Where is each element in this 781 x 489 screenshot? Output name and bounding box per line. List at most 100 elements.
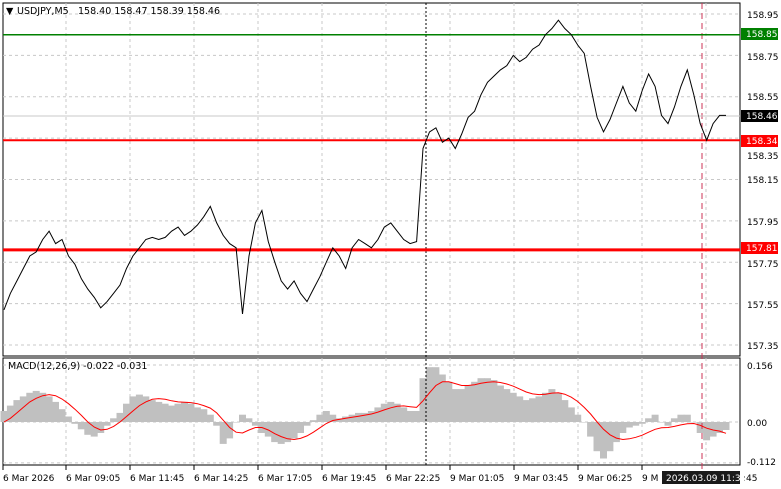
macd-histogram-bar: [374, 407, 382, 422]
macd-histogram-bar: [587, 422, 595, 437]
level-tag-label: 158.34: [746, 137, 778, 147]
macd-histogram-bar: [90, 422, 98, 437]
current-price-label: 158.46: [746, 112, 778, 122]
macd-histogram-bar: [13, 400, 21, 422]
macd-histogram-bar: [677, 414, 685, 422]
macd-histogram-bar: [206, 414, 214, 422]
price-tick-label: 158.15: [747, 176, 779, 186]
macd-histogram-bar: [103, 422, 111, 426]
time-tick-label: 6 Mar 11:45: [130, 474, 184, 484]
macd-histogram-bar: [52, 401, 59, 422]
macd-histogram-bar: [361, 412, 369, 422]
time-tick-label: 6 Mar 22:25: [386, 474, 440, 484]
price-tick-label: 157.95: [747, 218, 779, 228]
macd-histogram-bar: [477, 378, 485, 422]
macd-histogram-bar: [116, 412, 124, 422]
macd-histogram-bar: [19, 396, 27, 422]
time-axis[interactable]: 6 Mar 2026 6 Mar 09:05 6 Mar 11:45 6 Mar…: [3, 471, 757, 484]
time-tick-label: 6 Mar 19:45: [322, 474, 376, 484]
macd-histogram-bar: [612, 422, 620, 443]
ohlc-values: 158.40 158.47 158.39 158.46: [78, 6, 220, 17]
macd-histogram-bar: [593, 422, 601, 452]
time-tick-label: 9 Mar 06:25: [578, 474, 632, 484]
macd-histogram-bar: [580, 422, 588, 423]
symbol-label: USDJPY,M5: [17, 6, 69, 17]
macd-histogram-bar: [284, 422, 292, 443]
macd-histogram-bar: [503, 389, 511, 422]
macd-signal-line: [3, 381, 727, 441]
macd-histogram: [0, 367, 730, 459]
macd-histogram-bar: [567, 407, 575, 422]
level-tag-158-34: 158.34: [741, 135, 778, 147]
macd-histogram-bar: [438, 374, 446, 422]
macd-histogram-bar: [554, 392, 562, 422]
time-tick-label: 9 Mar 01:05: [450, 474, 504, 484]
macd-histogram-bar: [193, 407, 201, 422]
price-series-line: [3, 19, 726, 315]
macd-header-label: MACD(12,26,9) -0.022 -0.031: [8, 361, 147, 372]
macd-histogram-bar: [342, 416, 350, 422]
level-tag-label: 158.85: [746, 30, 778, 40]
menu-arrow-icon[interactable]: ▼: [6, 6, 14, 17]
macd-histogram-bar: [329, 414, 337, 422]
macd-histogram-bar: [213, 422, 221, 426]
cursor-time-label: 2026.03.09 11:30: [666, 474, 747, 484]
price-tick-label: 158.55: [747, 93, 779, 103]
macd-histogram-bar: [232, 422, 240, 423]
macd-histogram-bar: [625, 422, 633, 428]
macd-histogram-bar: [561, 400, 569, 422]
macd-histogram-bar: [200, 409, 208, 422]
macd-histogram-bar: [168, 405, 176, 422]
macd-axis[interactable]: 0.156 0.00 -0.112: [747, 362, 776, 468]
price-tick-label: 157.75: [747, 260, 779, 270]
macd-histogram-bar: [135, 394, 143, 422]
macd-histogram-bar: [219, 422, 227, 444]
macd-histogram-bar: [703, 422, 711, 441]
macd-histogram-bar: [484, 378, 491, 422]
macd-histogram-bar: [393, 403, 401, 422]
macd-histogram-bar: [161, 403, 169, 422]
macd-histogram-bar: [651, 414, 659, 422]
macd-histogram-bar: [39, 392, 47, 422]
level-tag-157-81: 157.81: [741, 242, 778, 254]
macd-histogram-bar: [380, 403, 388, 422]
macd-histogram-bar: [335, 418, 343, 422]
macd-histogram-bar: [425, 367, 433, 422]
macd-histogram-bar: [226, 422, 234, 439]
time-tick-label: 6 Mar 2026: [3, 474, 55, 484]
time-tick-label: 9 Mar 03:45: [514, 474, 568, 484]
macd-histogram-bar: [413, 411, 420, 422]
macd-histogram-bar: [322, 411, 330, 422]
macd-histogram-bar: [251, 422, 259, 426]
macd-histogram-bar: [174, 403, 182, 422]
macd-histogram-bar: [123, 403, 130, 422]
macd-histogram-bar: [303, 422, 311, 426]
current-price-tag: 158.46: [741, 110, 778, 122]
macd-histogram-bar: [664, 422, 672, 426]
price-axis[interactable]: 158.95 158.75 158.55 158.35 158.15 157.9…: [747, 11, 779, 352]
macd-histogram-bar: [45, 396, 53, 422]
macd-histogram-bar: [32, 390, 40, 422]
level-tag-158-85: 158.85: [741, 28, 778, 40]
macd-histogram-bar: [297, 422, 304, 433]
macd-histogram-bar: [355, 412, 362, 422]
macd-histogram-bar: [148, 400, 156, 422]
macd-histogram-bar: [406, 411, 414, 422]
macd-histogram-bar: [542, 392, 549, 422]
macd-histogram-bar: [606, 422, 614, 452]
macd-histogram-bar: [696, 422, 704, 433]
macd-histogram-bar: [64, 416, 72, 422]
macd-histogram-bar: [77, 422, 85, 430]
time-tick-label: 6 Mar 09:05: [66, 474, 120, 484]
level-tag-label: 157.81: [746, 244, 778, 254]
macd-histogram-bar: [535, 396, 543, 422]
macd-histogram-bar: [658, 422, 665, 423]
macd-histogram-bar: [26, 392, 34, 422]
macd-histogram-bar: [181, 401, 188, 422]
price-tick-label: 158.35: [747, 152, 779, 162]
macd-histogram-bar: [277, 422, 285, 444]
macd-histogram-bar: [142, 396, 150, 422]
macd-histogram-bar: [58, 409, 66, 422]
